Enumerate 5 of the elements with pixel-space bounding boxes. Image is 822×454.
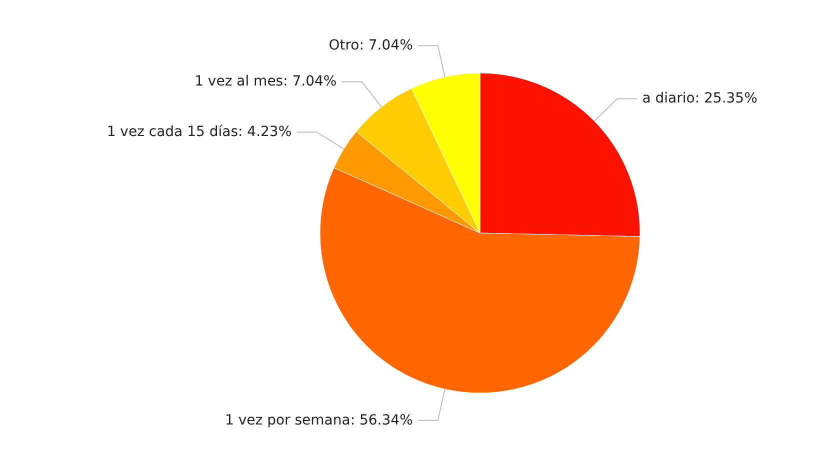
slice-label: a diario: 25.35% <box>642 90 758 107</box>
slice-label: 1 vez por semana: 56.34% <box>225 412 413 428</box>
slice-label: Otro: 7.04% <box>328 38 413 54</box>
slice-label: 1 vez cada 15 días: 4.23% <box>106 124 292 140</box>
slice-label: 1 vez al mes: 7.04% <box>194 74 337 90</box>
